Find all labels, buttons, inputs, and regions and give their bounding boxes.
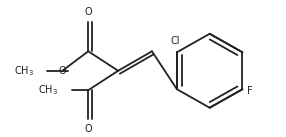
Text: Cl: Cl (170, 36, 180, 46)
Text: O: O (59, 66, 66, 76)
Text: O: O (84, 7, 92, 17)
Text: F: F (247, 86, 253, 96)
Text: O: O (84, 124, 92, 134)
Text: CH$_3$: CH$_3$ (13, 64, 33, 78)
Text: CH$_3$: CH$_3$ (38, 83, 58, 97)
